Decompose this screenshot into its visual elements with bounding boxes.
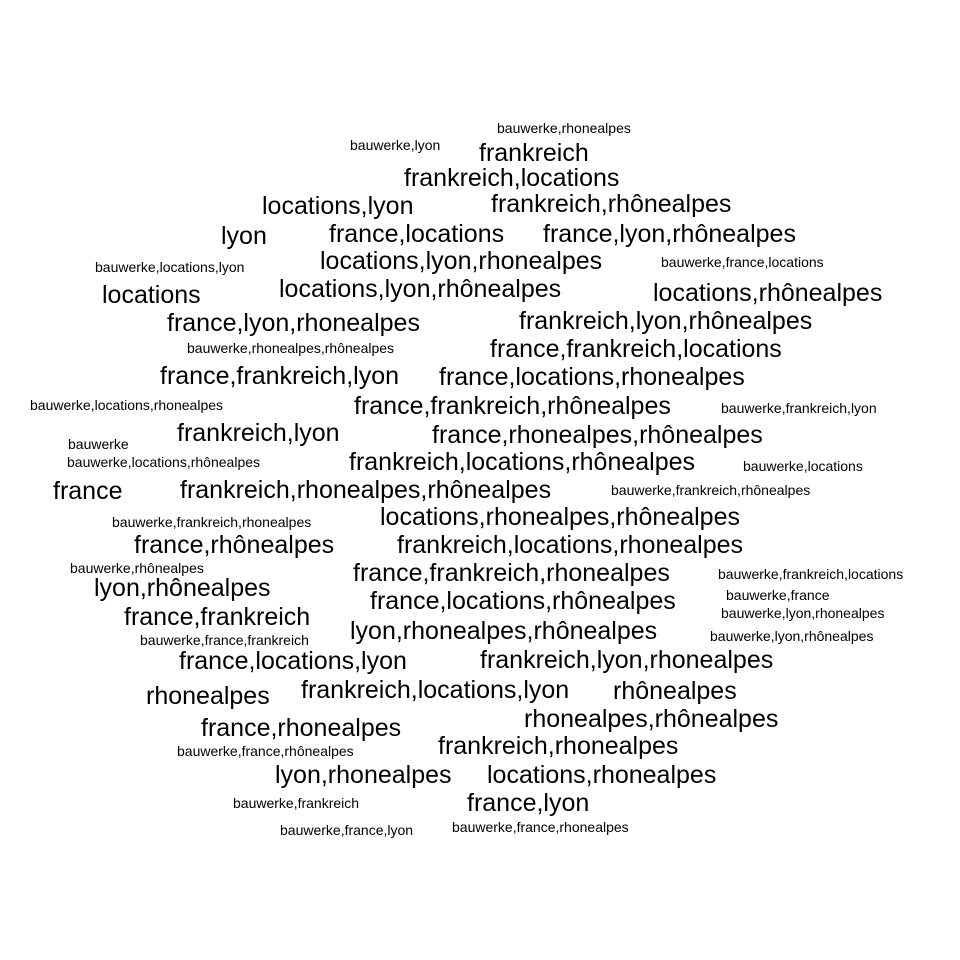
cloud-word: lyon,rhonealpes — [275, 761, 452, 789]
cloud-word: france,lyon,rhônealpes — [543, 220, 796, 248]
cloud-word: bauwerke,rhonealpes — [497, 120, 631, 136]
cloud-word: france,frankreich,rhonealpes — [353, 559, 670, 587]
cloud-word: france,frankreich,locations — [490, 335, 782, 363]
cloud-word: bauwerke,locations,rhonealpes — [30, 397, 224, 413]
cloud-word: france,rhonealpes — [201, 714, 402, 742]
cloud-word: lyon — [221, 222, 267, 250]
cloud-word: france,locations,lyon — [179, 647, 407, 675]
cloud-word: frankreich,rhonealpes,rhônealpes — [180, 476, 552, 504]
cloud-word: lyon,rhonealpes,rhônealpes — [350, 617, 658, 645]
cloud-word: frankreich,lyon,rhônealpes — [519, 307, 813, 335]
cloud-word: bauwerke,rhônealpes — [70, 560, 204, 576]
cloud-word: france,frankreich — [124, 603, 311, 631]
cloud-word: bauwerke,rhonealpes,rhônealpes — [187, 340, 395, 356]
cloud-word: locations,lyon — [262, 192, 414, 220]
cloud-word: bauwerke,frankreich,lyon — [721, 400, 877, 416]
cloud-word: bauwerke,frankreich,locations — [718, 566, 904, 582]
cloud-word: france,lyon — [467, 789, 590, 817]
cloud-word: rhonealpes,rhônealpes — [524, 705, 779, 733]
cloud-word: frankreich,locations,lyon — [301, 676, 570, 704]
cloud-word: france,frankreich,lyon — [160, 362, 400, 390]
cloud-word: frankreich,rhonealpes — [438, 732, 679, 760]
cloud-word: frankreich,locations,rhonealpes — [397, 531, 744, 559]
cloud-word: frankreich,lyon — [177, 419, 340, 447]
cloud-word: france,rhonealpes,rhônealpes — [432, 421, 763, 449]
cloud-word: rhonealpes — [146, 682, 270, 710]
cloud-word: bauwerke,locations,lyon — [95, 259, 245, 275]
cloud-word: bauwerke,lyon,rhônealpes — [710, 628, 874, 644]
cloud-word: locations,rhônealpes — [653, 279, 883, 307]
cloud-word: bauwerke,lyon,rhonealpes — [721, 605, 885, 621]
cloud-word: france,locations,rhonealpes — [439, 363, 745, 391]
cloud-word: lyon,rhônealpes — [94, 574, 271, 602]
cloud-word: locations,rhonealpes,rhônealpes — [380, 503, 740, 531]
cloud-word: rhônealpes — [613, 677, 737, 705]
cloud-word: bauwerke,france — [726, 587, 830, 603]
cloud-word: bauwerke,lyon — [350, 137, 441, 153]
cloud-word: frankreich,rhônealpes — [491, 190, 732, 218]
cloud-word: bauwerke,france,lyon — [280, 822, 414, 838]
cloud-word: frankreich — [479, 139, 589, 167]
cloud-word: bauwerke — [68, 436, 129, 452]
cloud-word: locations,lyon,rhonealpes — [320, 247, 603, 275]
cloud-word: bauwerke,frankreich — [233, 795, 360, 811]
cloud-word: locations,rhonealpes — [487, 761, 717, 789]
cloud-word: bauwerke,locations,rhônealpes — [67, 454, 261, 470]
cloud-word: bauwerke,frankreich,rhônealpes — [611, 482, 811, 498]
cloud-word: bauwerke,frankreich,rhonealpes — [112, 514, 312, 530]
cloud-word: frankreich,locations,rhônealpes — [349, 448, 696, 476]
cloud-word: locations,lyon,rhônealpes — [279, 275, 562, 303]
cloud-word: bauwerke,france,rhonealpes — [452, 819, 629, 835]
cloud-word: frankreich,locations — [404, 164, 620, 192]
cloud-word: frankreich,lyon,rhonealpes — [480, 646, 774, 674]
cloud-word: france — [53, 477, 123, 505]
cloud-word: france,locations — [329, 220, 505, 248]
cloud-word: france,locations,rhônealpes — [370, 587, 676, 615]
cloud-word: bauwerke,france,frankreich — [140, 632, 309, 648]
cloud-word: locations — [102, 281, 201, 309]
cloud-word: bauwerke,locations — [743, 458, 863, 474]
cloud-word: bauwerke,france,locations — [661, 254, 824, 270]
cloud-word: france,lyon,rhonealpes — [167, 309, 420, 337]
cloud-word: france,frankreich,rhônealpes — [354, 392, 671, 420]
cloud-word: france,rhônealpes — [134, 531, 335, 559]
cloud-word: bauwerke,france,rhônealpes — [177, 743, 354, 759]
